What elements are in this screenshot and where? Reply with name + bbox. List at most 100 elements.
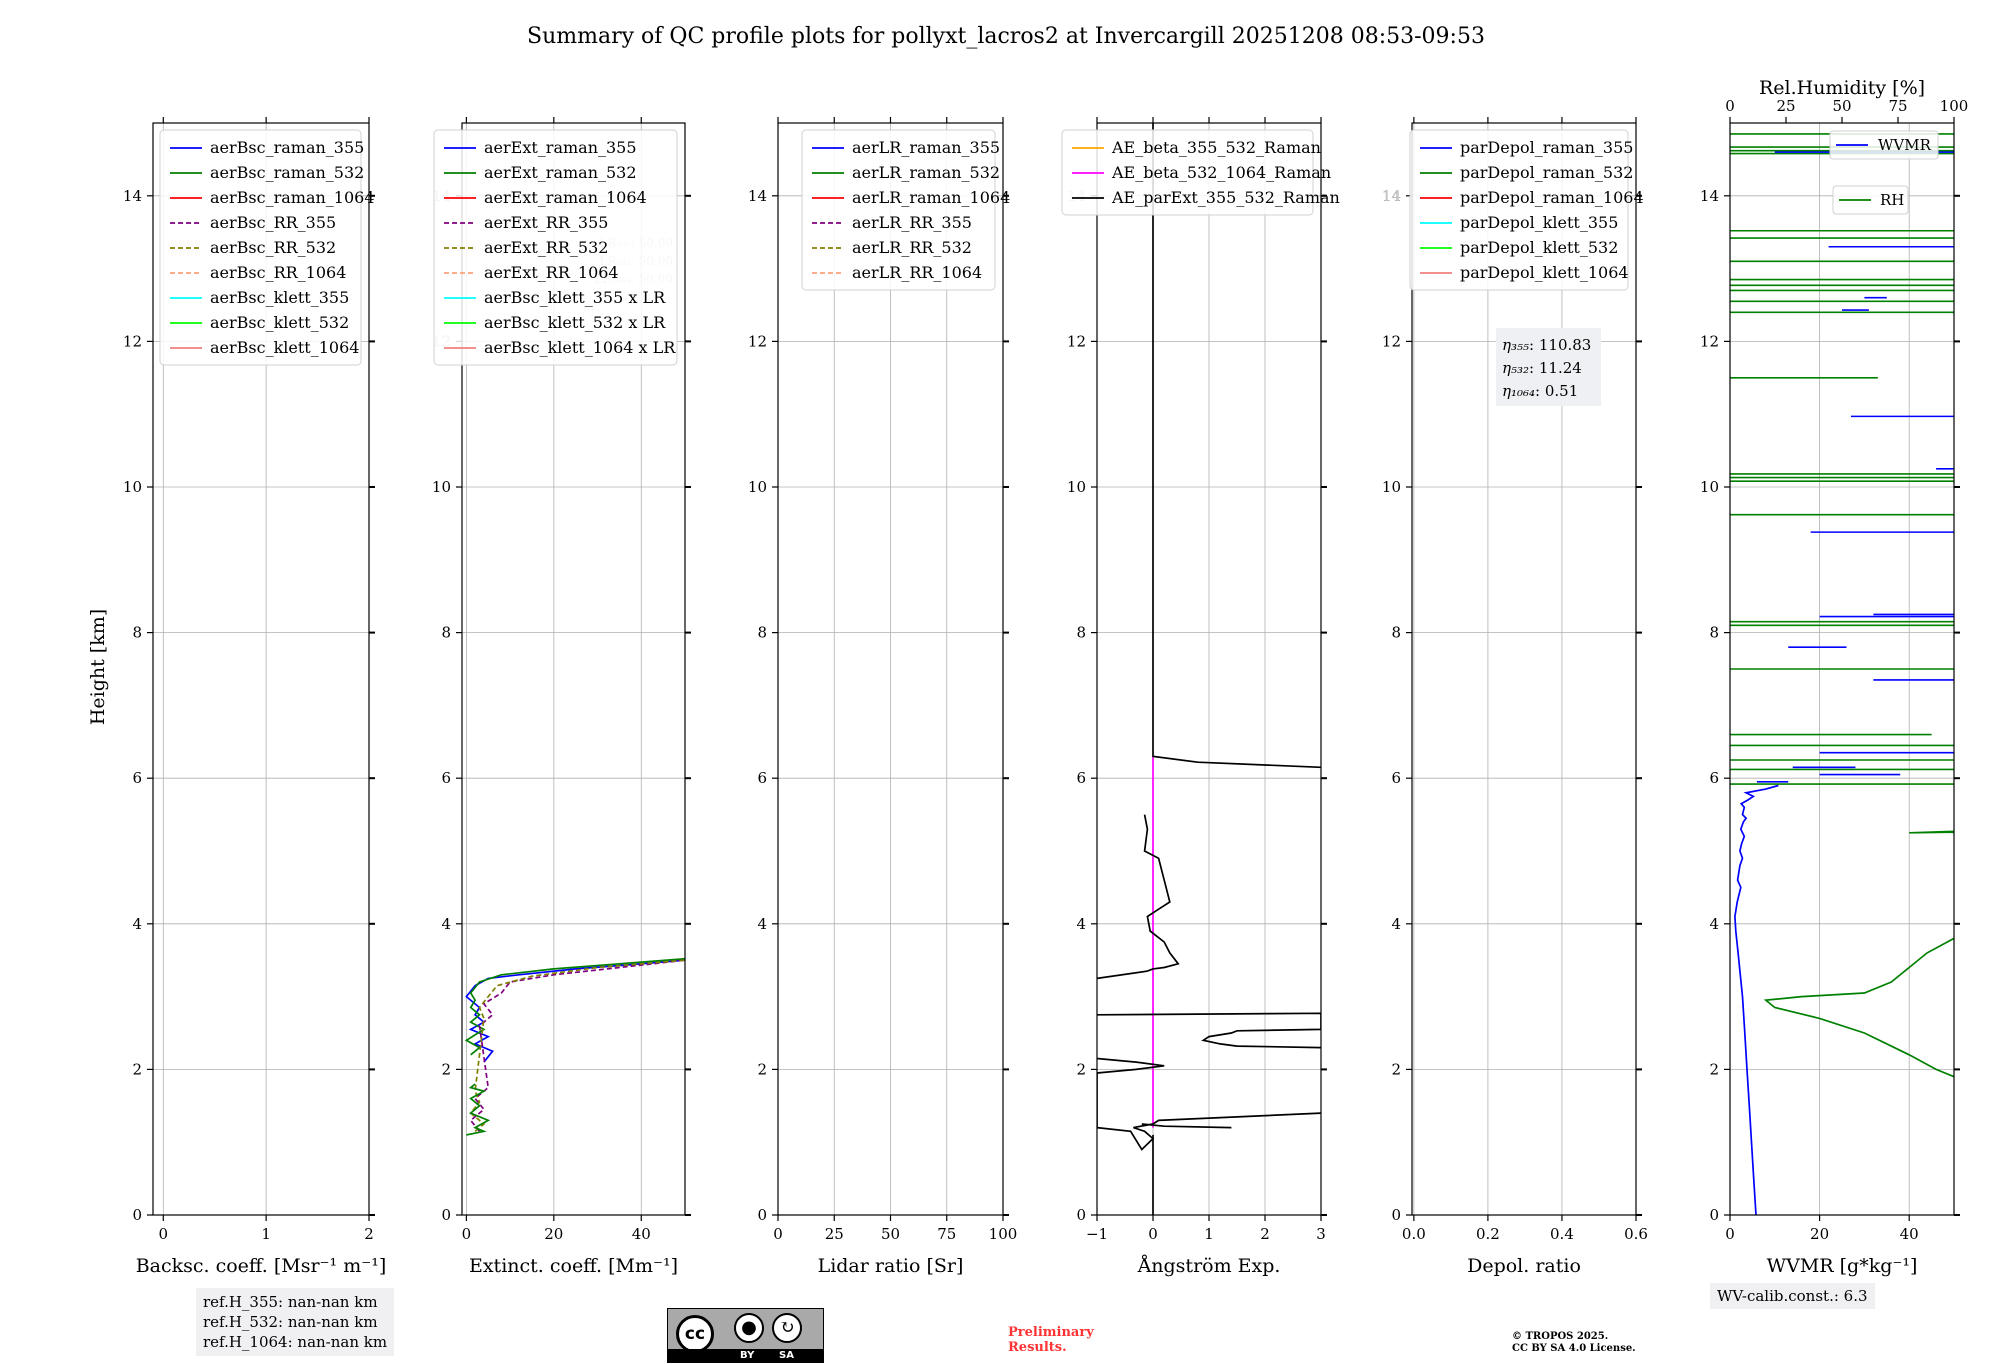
cc-by-sa-badge: cc ● ↻ BY SA — [667, 1308, 824, 1363]
legend-label: parDepol_raman_1064 — [1460, 188, 1644, 207]
y-tick-label: 2 — [441, 1060, 451, 1078]
legend-label: parDepol_raman_355 — [1460, 138, 1633, 157]
by-label: BY — [740, 1350, 755, 1361]
axes-frame — [1411, 122, 1637, 1216]
y-tick-label: 10 — [1700, 478, 1719, 496]
legend-label: parDepol_klett_1064 — [1460, 263, 1629, 282]
series-line-1 — [1763, 830, 1954, 1078]
legend-label: aerBsc_klett_1064 — [210, 338, 359, 357]
y-tick-label: 8 — [441, 624, 451, 642]
sa-icon: ↻ — [772, 1313, 802, 1343]
y-tick-label: 4 — [757, 915, 767, 933]
y-tick-label: 4 — [1076, 915, 1086, 933]
y-tick-label: 2 — [1391, 1060, 1401, 1078]
x-tick-label: 0 — [462, 1225, 472, 1243]
ref-height-1064: ref.H_1064: nan-nan km — [203, 1333, 388, 1351]
x-tick-label: 0.6 — [1624, 1225, 1648, 1243]
top-x-tick-label: 100 — [1940, 97, 1969, 115]
eta-label: η₃₅₅ — [1502, 336, 1529, 354]
x-tick-label: 100 — [989, 1225, 1018, 1243]
legend-label: aerLR_RR_1064 — [852, 263, 982, 282]
y-tick-label: 6 — [1391, 769, 1401, 787]
y-tick-label: 14 — [1700, 187, 1719, 205]
x-tick-label: 1 — [261, 1225, 271, 1243]
x-tick-label: 1 — [1204, 1225, 1214, 1243]
legend-label: aerBsc_klett_532 — [210, 313, 349, 332]
eta-label: η₁₀₆₄ — [1502, 382, 1535, 400]
axes-frame — [152, 122, 370, 1216]
legend-label: aerExt_RR_532 — [484, 238, 608, 257]
x-tick-label: 3 — [1316, 1225, 1326, 1243]
series-line-3 — [1097, 1012, 1321, 1049]
legend-label: aerBsc_RR_1064 — [210, 263, 346, 282]
copyright-line-2: CC BY SA 4.0 License. — [1512, 1343, 1636, 1354]
legend-label: aerBsc_klett_532 x LR — [484, 313, 666, 332]
panel-lr: 0 25 50 75 100 0 2 4 6 8 10 12 14 Lidar ratio [Sr] aer… — [748, 117, 1017, 1277]
legend: aerExt_raman_355 aerExt_raman_532 aerExt_r… — [433, 129, 678, 366]
figure-title: Summary of QC profile plots for pollyxt_… — [527, 24, 1485, 49]
legend-label: aerBsc_klett_355 — [210, 288, 349, 307]
y-tick-label: 8 — [132, 624, 142, 642]
top-x-tick-label: 50 — [1832, 97, 1851, 115]
y-tick-label: 12 — [1067, 332, 1086, 350]
x-tick-label: 0.0 — [1402, 1225, 1426, 1243]
x-axis-label: Extinct. coeff. [Mm⁻¹] — [469, 1255, 678, 1277]
series-line-2 — [1097, 814, 1180, 980]
y-axis-label: Height [km] — [87, 609, 109, 725]
y-tick-label: 2 — [1709, 1060, 1719, 1078]
y-tick-label: 8 — [1709, 624, 1719, 642]
y-tick-label: 2 — [1076, 1060, 1086, 1078]
badge-footer — [668, 1349, 823, 1362]
x-tick-label: 0.2 — [1476, 1225, 1500, 1243]
y-tick-label: 4 — [441, 915, 451, 933]
eta-value: 110.83 — [1539, 336, 1592, 354]
y-tick-label: 2 — [757, 1060, 767, 1078]
y-tick-label: 0 — [757, 1206, 767, 1224]
legend-box — [1409, 129, 1629, 291]
y-tick-label: 10 — [123, 478, 142, 496]
rh-legend-label: RH — [1880, 191, 1904, 209]
preliminary-line-1: Preliminary — [1008, 1325, 1094, 1340]
top-x-tick-label: 75 — [1888, 97, 1907, 115]
legend-label: aerLR_RR_355 — [852, 213, 972, 232]
legend-box — [433, 129, 678, 366]
preliminary-results-note: Preliminary Results. — [1008, 1325, 1094, 1355]
legend-label: aerBsc_raman_1064 — [210, 188, 375, 207]
x-axis-label: Depol. ratio — [1467, 1255, 1581, 1277]
x-tick-label: 0 — [773, 1225, 783, 1243]
x-tick-label: 75 — [937, 1225, 956, 1243]
x-tick-label: 0 — [1725, 1225, 1735, 1243]
y-tick-label: 10 — [1382, 478, 1401, 496]
y-tick-label: 0 — [1076, 1206, 1086, 1224]
legend-label: aerExt_raman_1064 — [484, 188, 647, 207]
eta-separator: : — [1535, 382, 1545, 400]
legend-label: parDepol_klett_355 — [1460, 213, 1618, 232]
eta-label: η₅₃₂ — [1502, 359, 1529, 377]
x-tick-label: 2 — [1260, 1225, 1270, 1243]
top-x-tick-label: 0 — [1725, 97, 1735, 115]
wv-calibration-box: WV-calib.const.: 6.3 — [1710, 1283, 1875, 1309]
legend-label: aerBsc_RR_532 — [210, 238, 336, 257]
legend-label: aerExt_raman_532 — [484, 163, 637, 182]
x-tick-label: 0.4 — [1550, 1225, 1574, 1243]
series-group — [1097, 123, 1321, 1215]
eta-value: 0.51 — [1545, 382, 1578, 400]
series-line-0 — [1734, 784, 1779, 1215]
series-line-5 — [1141, 1123, 1232, 1129]
eta-box — [1496, 328, 1601, 406]
legend-label: AE_beta_355_532_Raman — [1111, 138, 1321, 157]
panel-wv: 0 20 40 0 2 4 6 8 10 12 14 WVMR [g*kg⁻¹] 0 25 50 75 100 R… — [1700, 77, 1969, 1277]
series-line-2 — [469, 959, 685, 1132]
x-tick-label: 20 — [1810, 1225, 1829, 1243]
eta-value: 11.24 — [1539, 359, 1582, 377]
x-axis-label: Backsc. coeff. [Msr⁻¹ m⁻¹] — [136, 1255, 387, 1277]
eta-separator: : — [1529, 359, 1539, 377]
y-tick-label: 0 — [1709, 1206, 1719, 1224]
wvmr-legend-box — [1829, 130, 1939, 160]
x-axis-label: WVMR [g*kg⁻¹] — [1767, 1255, 1918, 1277]
y-tick-label: 12 — [1700, 332, 1719, 350]
eta-line-1: η₅₃₂: 11.24 — [1502, 359, 1582, 377]
x-tick-label: 40 — [632, 1225, 651, 1243]
